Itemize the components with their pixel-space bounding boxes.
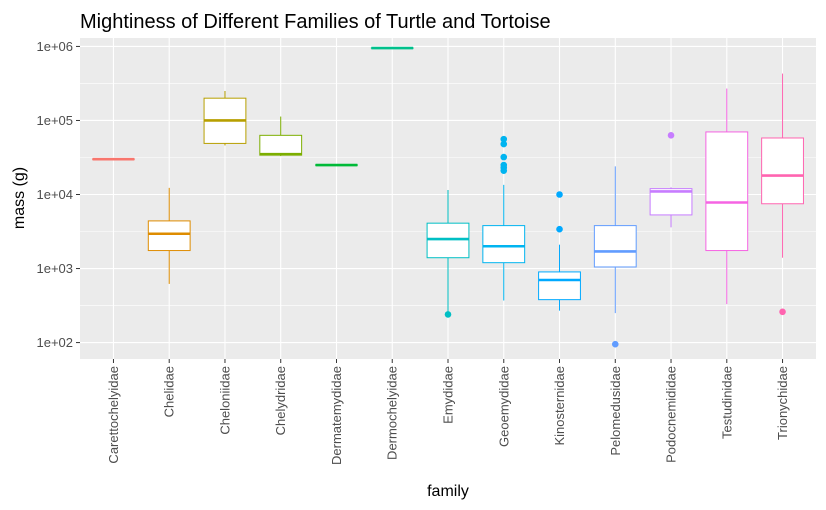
y-axis-title: mass (g) [11,167,28,229]
outlier-point [779,308,786,316]
x-tick-label: Emydidae [441,366,456,424]
box-trionychidae [761,73,804,316]
box-emydidae [426,190,470,318]
box-cheloniidae [203,91,247,146]
y-tick-label: 1e+06 [36,39,73,54]
x-axis-ticks: Carettochelyidae Chelidae Cheloniidae Chely… [106,359,790,465]
box-iqr [259,134,303,156]
x-tick-label: Podocnemididae [664,366,679,463]
box-chelydridae [259,116,303,157]
box-geoemydidae [482,135,526,301]
outlier-point [500,140,508,148]
y-axis-ticks: 1e+02 1e+03 1e+04 1e+05 1e+06 [36,39,80,350]
x-tick-label: Chelidae [162,366,177,417]
outlier-point [556,191,563,198]
box-testudinidae [705,88,749,305]
x-tick-label: Kinosternidae [552,366,567,446]
x-tick-label: Testudinidae [719,366,734,439]
x-tick-label: Trionychidae [775,366,790,440]
box-kinosternidae [538,191,581,311]
box-iqr [593,225,637,268]
y-tick-label: 1e+04 [36,187,73,202]
box-iqr [705,131,749,252]
box-iqr [761,137,804,205]
outlier-point [500,161,508,169]
x-tick-label: Pelomedusidae [608,366,623,456]
box-chelidae [147,187,191,284]
box-iqr [538,271,581,301]
x-tick-label: Carettochelyidae [106,366,121,464]
outlier-point [444,311,452,318]
x-tick-label: Chelydridae [273,366,288,435]
x-tick-label: Dermatemydidae [329,366,344,465]
box-iqr [649,188,693,216]
y-tick-label: 1e+03 [36,261,73,276]
box-iqr [482,225,526,264]
outlier-point [667,132,675,139]
box-podocnemididae [649,132,693,228]
x-tick-label: Cheloniidae [217,366,232,435]
box-pelomedusidae [593,166,637,348]
y-tick-label: 1e+05 [36,113,73,128]
x-axis-title: family [427,483,469,500]
outlier-point [500,153,508,161]
box-iqr [147,220,191,252]
chart-title: Mightiness of Different Families of Turt… [80,11,551,33]
box-iqr [426,222,470,259]
y-tick-label: 1e+02 [36,335,73,350]
box-series [92,46,804,348]
outlier-point [556,225,563,233]
outlier-point [611,340,619,348]
outlier-point [500,135,508,143]
x-tick-label: Geoemydidae [496,366,511,447]
x-tick-label: Dermochelyidae [385,366,400,460]
